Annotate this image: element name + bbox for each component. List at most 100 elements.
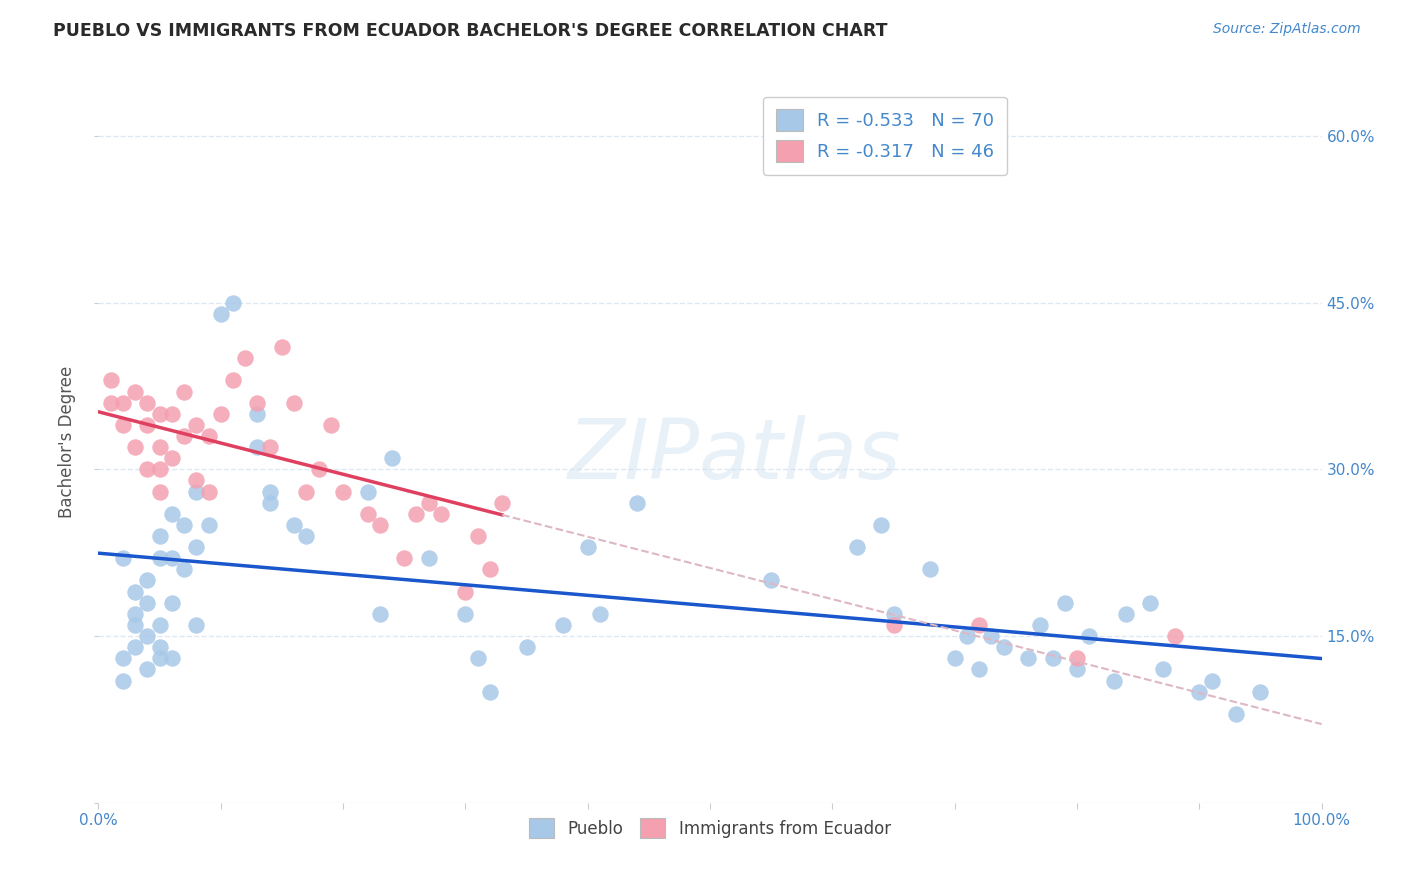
- Point: [136, 395, 159, 409]
- Point: [980, 629, 1002, 643]
- Point: [368, 607, 391, 621]
- Point: [368, 517, 391, 532]
- Y-axis label: Bachelor's Degree: Bachelor's Degree: [58, 366, 76, 517]
- Point: [209, 307, 232, 321]
- Point: [149, 440, 172, 454]
- Point: [761, 574, 783, 588]
- Point: [1053, 596, 1076, 610]
- Point: [246, 440, 269, 454]
- Point: [392, 551, 416, 566]
- Point: [1164, 629, 1187, 643]
- Point: [197, 484, 219, 499]
- Point: [186, 474, 208, 488]
- Point: [149, 484, 172, 499]
- Point: [1139, 596, 1161, 610]
- Point: [149, 529, 172, 543]
- Point: [149, 618, 172, 632]
- Point: [1029, 618, 1052, 632]
- Point: [1066, 651, 1088, 665]
- Point: [418, 551, 440, 566]
- Point: [124, 640, 146, 655]
- Point: [160, 596, 183, 610]
- Point: [454, 584, 477, 599]
- Point: [454, 607, 477, 621]
- Point: [491, 496, 513, 510]
- Point: [295, 484, 318, 499]
- Point: [1115, 607, 1137, 621]
- Point: [478, 684, 501, 698]
- Point: [149, 640, 172, 655]
- Point: [160, 507, 183, 521]
- Point: [186, 540, 208, 554]
- Point: [283, 517, 305, 532]
- Point: [222, 373, 245, 387]
- Point: [332, 484, 354, 499]
- Point: [136, 574, 159, 588]
- Point: [160, 651, 183, 665]
- Point: [319, 417, 342, 432]
- Point: [209, 407, 232, 421]
- Point: [233, 351, 256, 366]
- Point: [197, 517, 219, 532]
- Point: [283, 395, 305, 409]
- Point: [160, 451, 183, 466]
- Point: [246, 407, 269, 421]
- Point: [136, 629, 159, 643]
- Point: [270, 340, 294, 354]
- Point: [1042, 651, 1064, 665]
- Point: [124, 384, 146, 399]
- Point: [516, 640, 538, 655]
- Point: [111, 551, 134, 566]
- Point: [295, 529, 318, 543]
- Point: [111, 395, 134, 409]
- Point: [197, 429, 219, 443]
- Point: [1225, 706, 1247, 721]
- Point: [136, 662, 159, 676]
- Point: [259, 440, 281, 454]
- Point: [1017, 651, 1039, 665]
- Point: [222, 295, 245, 310]
- Point: [259, 484, 281, 499]
- Point: [136, 417, 159, 432]
- Point: [1188, 684, 1211, 698]
- Point: [589, 607, 612, 621]
- Legend: Pueblo, Immigrants from Ecuador: Pueblo, Immigrants from Ecuador: [523, 812, 897, 845]
- Point: [356, 484, 378, 499]
- Point: [883, 607, 905, 621]
- Point: [186, 484, 208, 499]
- Point: [149, 462, 172, 476]
- Point: [186, 618, 208, 632]
- Point: [160, 407, 183, 421]
- Point: [124, 618, 146, 632]
- Point: [136, 462, 159, 476]
- Point: [111, 651, 134, 665]
- Point: [1078, 629, 1101, 643]
- Point: [576, 540, 599, 554]
- Point: [553, 618, 575, 632]
- Point: [111, 673, 134, 688]
- Point: [149, 407, 172, 421]
- Point: [100, 395, 122, 409]
- Point: [467, 651, 489, 665]
- Point: [943, 651, 966, 665]
- Point: [405, 507, 427, 521]
- Point: [149, 551, 172, 566]
- Point: [1066, 662, 1088, 676]
- Point: [149, 651, 172, 665]
- Point: [845, 540, 868, 554]
- Point: [308, 462, 330, 476]
- Text: Source: ZipAtlas.com: Source: ZipAtlas.com: [1213, 22, 1361, 37]
- Point: [136, 596, 159, 610]
- Point: [259, 496, 281, 510]
- Point: [173, 517, 195, 532]
- Point: [173, 384, 195, 399]
- Point: [160, 551, 183, 566]
- Point: [1152, 662, 1174, 676]
- Text: PUEBLO VS IMMIGRANTS FROM ECUADOR BACHELOR'S DEGREE CORRELATION CHART: PUEBLO VS IMMIGRANTS FROM ECUADOR BACHEL…: [53, 22, 889, 40]
- Point: [381, 451, 404, 466]
- Point: [124, 440, 146, 454]
- Point: [870, 517, 893, 532]
- Point: [418, 496, 440, 510]
- Point: [111, 417, 134, 432]
- Point: [100, 373, 122, 387]
